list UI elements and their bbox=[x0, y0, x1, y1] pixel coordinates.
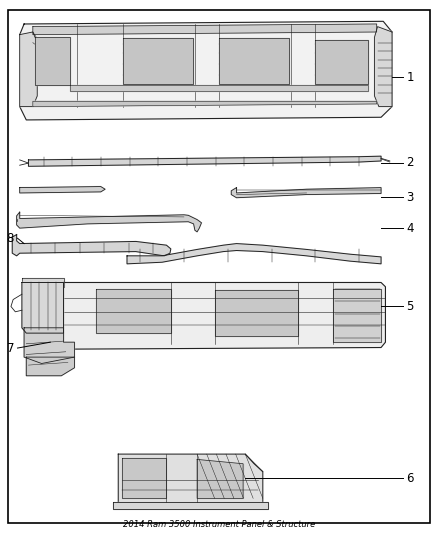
Polygon shape bbox=[35, 37, 70, 85]
Polygon shape bbox=[20, 21, 392, 120]
Polygon shape bbox=[24, 328, 74, 364]
Polygon shape bbox=[315, 40, 368, 84]
Text: 4: 4 bbox=[406, 222, 414, 235]
Polygon shape bbox=[64, 282, 385, 349]
Polygon shape bbox=[33, 101, 377, 107]
Polygon shape bbox=[122, 458, 166, 498]
Polygon shape bbox=[26, 357, 74, 376]
Text: 1: 1 bbox=[406, 71, 414, 84]
Polygon shape bbox=[17, 212, 201, 232]
Text: 2014 Ram 3500 Instrument Panel & Structure: 2014 Ram 3500 Instrument Panel & Structu… bbox=[123, 520, 315, 529]
Text: 6: 6 bbox=[406, 472, 414, 484]
Text: 5: 5 bbox=[406, 300, 414, 313]
Polygon shape bbox=[20, 187, 105, 193]
Text: 8: 8 bbox=[7, 232, 14, 245]
Polygon shape bbox=[123, 38, 193, 84]
Polygon shape bbox=[219, 38, 289, 84]
Polygon shape bbox=[333, 289, 381, 342]
Polygon shape bbox=[33, 24, 377, 35]
Polygon shape bbox=[118, 454, 263, 509]
Polygon shape bbox=[215, 290, 298, 336]
Polygon shape bbox=[20, 32, 37, 107]
Polygon shape bbox=[22, 282, 64, 333]
Polygon shape bbox=[231, 188, 381, 198]
Polygon shape bbox=[28, 156, 381, 166]
Polygon shape bbox=[127, 244, 381, 264]
Polygon shape bbox=[113, 502, 268, 509]
Polygon shape bbox=[374, 27, 392, 107]
Text: 2: 2 bbox=[406, 156, 414, 169]
Polygon shape bbox=[70, 85, 368, 91]
Polygon shape bbox=[197, 459, 243, 498]
Text: 3: 3 bbox=[406, 191, 414, 204]
Polygon shape bbox=[22, 278, 64, 287]
Polygon shape bbox=[96, 289, 171, 333]
Text: 7: 7 bbox=[7, 342, 14, 354]
Polygon shape bbox=[12, 235, 171, 256]
